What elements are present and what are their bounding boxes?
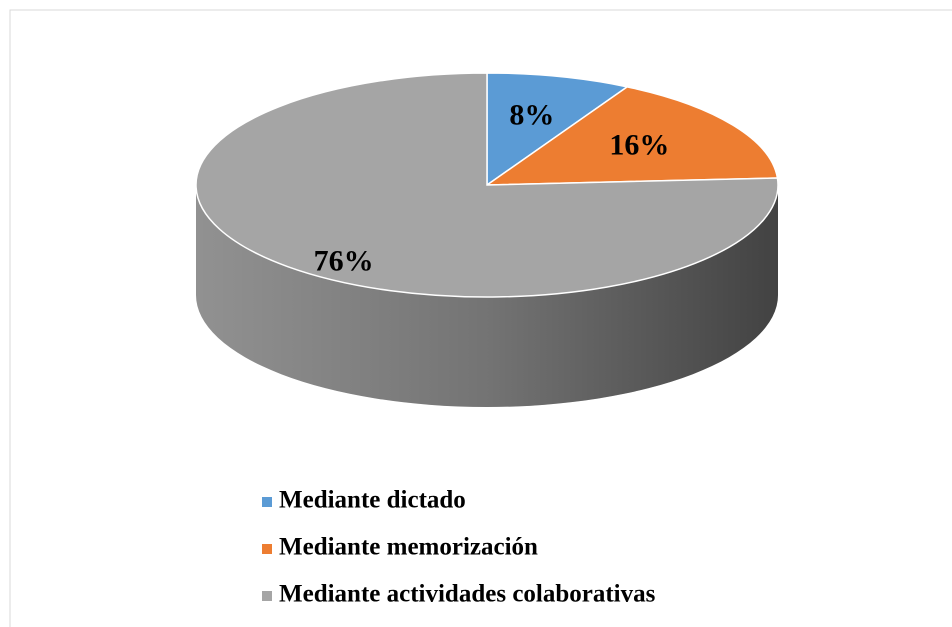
slice-side-shade bbox=[196, 185, 778, 407]
slice bbox=[484, 86, 779, 186]
data-label: 16% bbox=[609, 129, 669, 162]
legend-label: Mediante actividades colaborativas bbox=[279, 581, 656, 608]
legend-label: Mediante dictado bbox=[279, 487, 466, 514]
legend-label: Mediante memorización bbox=[279, 534, 538, 561]
slice bbox=[486, 72, 630, 187]
data-label: 76% bbox=[314, 245, 374, 278]
chart-frame bbox=[9, 9, 952, 627]
slice bbox=[195, 72, 779, 298]
data-label: 8% bbox=[509, 99, 554, 132]
legend-swatch bbox=[262, 591, 272, 601]
legend-swatch bbox=[262, 544, 272, 554]
legend-swatch bbox=[262, 497, 272, 507]
